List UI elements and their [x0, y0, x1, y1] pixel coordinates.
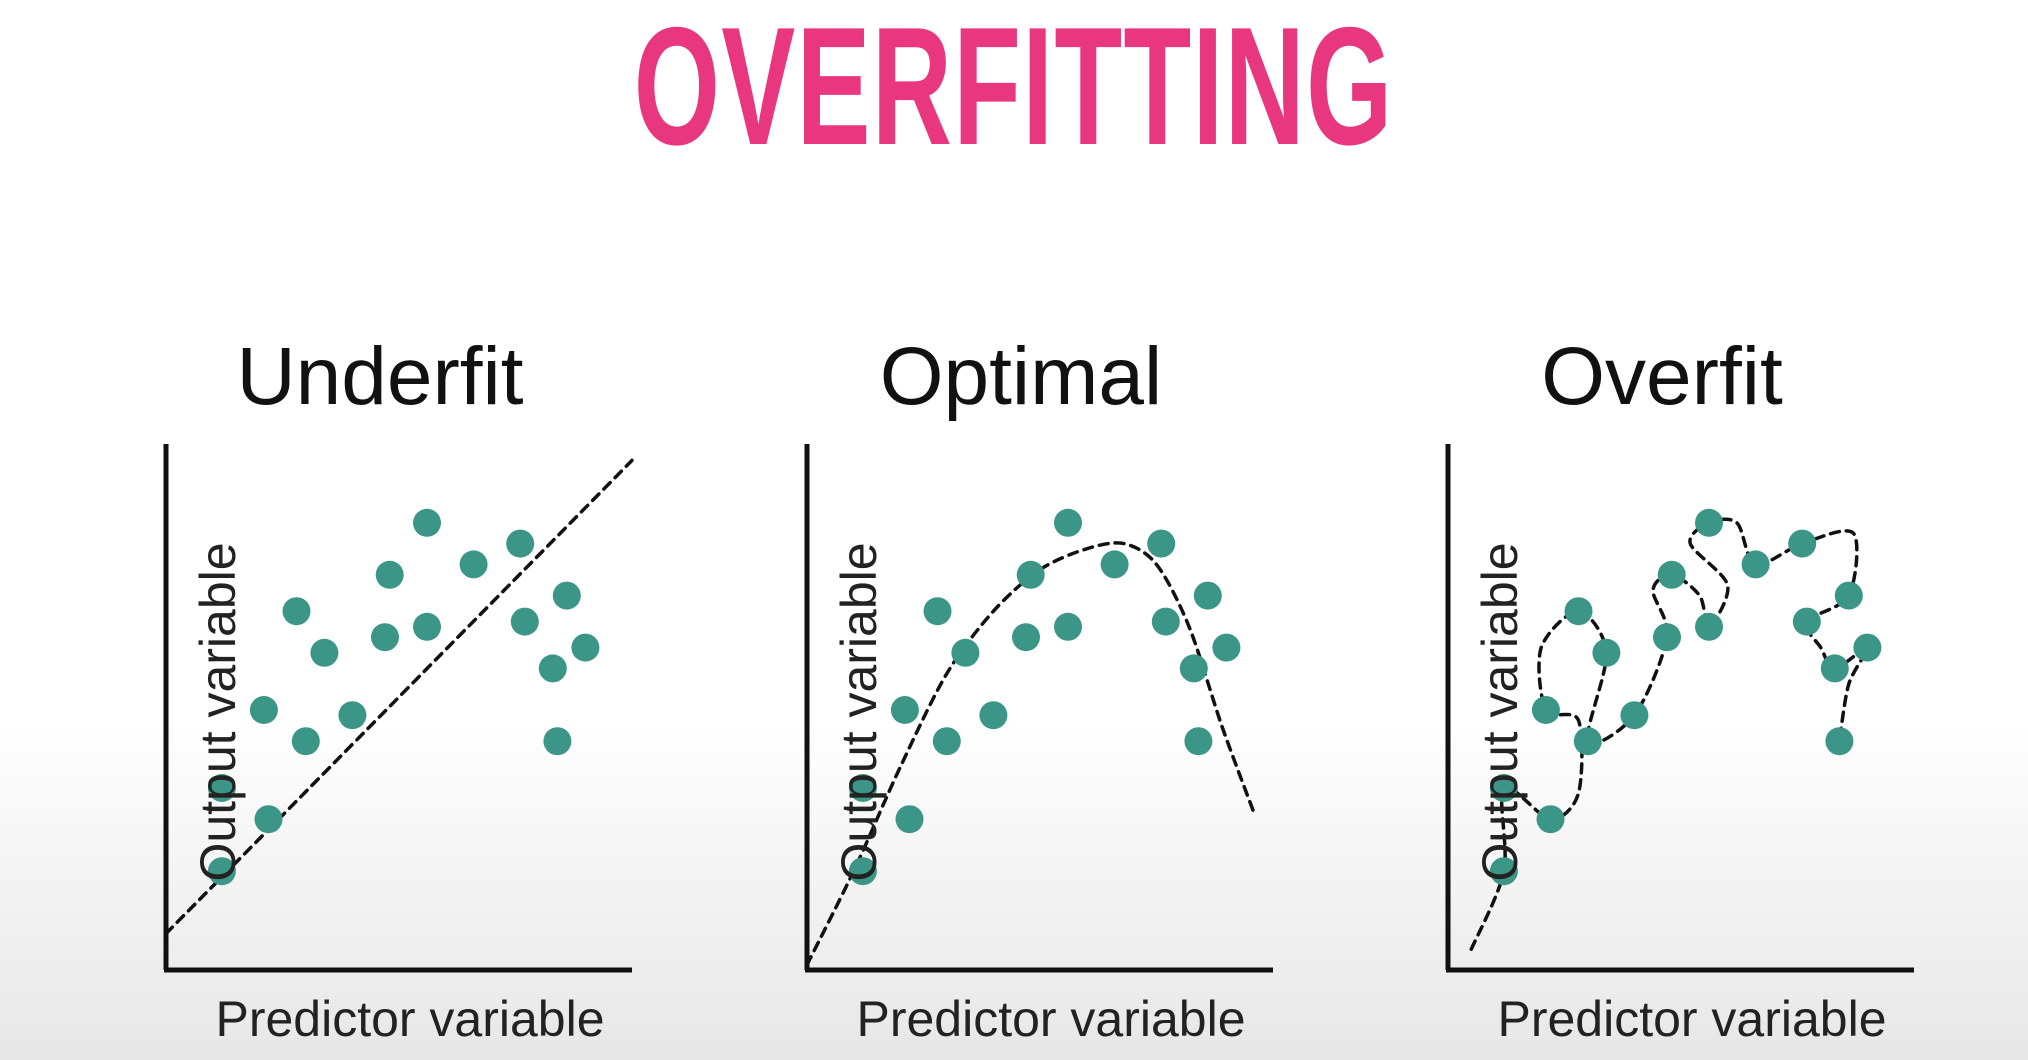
- data-point: [1016, 560, 1045, 589]
- y-axis-label: Output variable: [190, 542, 246, 882]
- data-point: [1592, 638, 1621, 667]
- y-axis-label: Output variable: [831, 542, 887, 882]
- data-point: [1151, 607, 1180, 636]
- data-point: [1741, 550, 1770, 579]
- data-point: [413, 508, 441, 537]
- x-axis-label: Predictor variable: [856, 991, 1246, 1047]
- data-point: [1054, 508, 1082, 537]
- data-point: [543, 727, 572, 756]
- data-point: [1489, 857, 1518, 886]
- data-point: [338, 701, 367, 730]
- main-title-block: OVERFITTING: [0, 0, 2028, 180]
- overfit-panel: Overfit Output variable Predictor variab…: [1382, 300, 1942, 1060]
- data-point: [282, 597, 311, 626]
- data-point: [571, 633, 600, 662]
- data-point: [1147, 529, 1176, 558]
- data-point: [413, 612, 441, 641]
- data-point: [207, 857, 236, 886]
- data-point: [1179, 654, 1208, 683]
- data-point: [895, 805, 924, 834]
- data-point: [1100, 550, 1129, 579]
- chart-title: Overfit: [1541, 331, 1783, 422]
- data-point: [1054, 612, 1082, 641]
- chart-title: Optimal: [879, 331, 1163, 422]
- data-point: [1564, 597, 1593, 626]
- data-point: [1489, 774, 1518, 802]
- data-point: [459, 550, 488, 579]
- data-point: [291, 727, 320, 756]
- data-point: [1536, 805, 1565, 834]
- data-point: [1212, 633, 1241, 662]
- data-point: [979, 701, 1008, 730]
- data-point: [1825, 727, 1854, 756]
- underfit-plot: [163, 444, 634, 973]
- data-point: [1657, 560, 1686, 589]
- data-point: [510, 607, 539, 636]
- data-point: [1531, 696, 1560, 724]
- data-point: [371, 623, 399, 652]
- page-title: OVERFITTING: [634, 0, 1394, 180]
- data-point: [506, 529, 535, 558]
- data-point: [890, 696, 919, 724]
- fit-line: [805, 541, 1257, 967]
- data-point: [1573, 727, 1602, 756]
- data-point: [923, 597, 952, 626]
- y-axis-label: Output variable: [1472, 542, 1528, 882]
- data-point: [1012, 623, 1040, 652]
- data-point: [1695, 508, 1723, 537]
- data-point: [848, 774, 877, 802]
- x-axis-label: Predictor variable: [215, 991, 605, 1047]
- data-point: [1695, 612, 1723, 641]
- data-point: [1820, 654, 1849, 683]
- data-point: [249, 696, 278, 724]
- data-point: [1620, 701, 1649, 730]
- fit-line: [164, 458, 634, 936]
- data-point: [1792, 607, 1821, 636]
- data-point: [932, 727, 961, 756]
- data-point: [310, 638, 339, 667]
- underfit-panel: Underfit Output variable Predictor varia…: [100, 300, 660, 1060]
- chart-title: Underfit: [236, 331, 524, 422]
- data-point: [1788, 529, 1817, 558]
- optimal-panel: Optimal Output variable Predictor variab…: [741, 300, 1301, 1060]
- data-point: [538, 654, 567, 683]
- data-point: [375, 560, 404, 589]
- data-point: [1193, 581, 1222, 610]
- data-point: [1184, 727, 1213, 756]
- data-point: [1653, 623, 1681, 652]
- data-point: [1853, 633, 1882, 662]
- overfit-plot: [1445, 444, 1914, 973]
- x-axis-label: Predictor variable: [1497, 991, 1887, 1047]
- data-point: [848, 857, 877, 886]
- data-point: [254, 805, 283, 834]
- data-point: [207, 774, 236, 802]
- optimal-plot: [804, 444, 1273, 973]
- data-point: [951, 638, 980, 667]
- data-point: [552, 581, 581, 610]
- data-point: [1834, 581, 1863, 610]
